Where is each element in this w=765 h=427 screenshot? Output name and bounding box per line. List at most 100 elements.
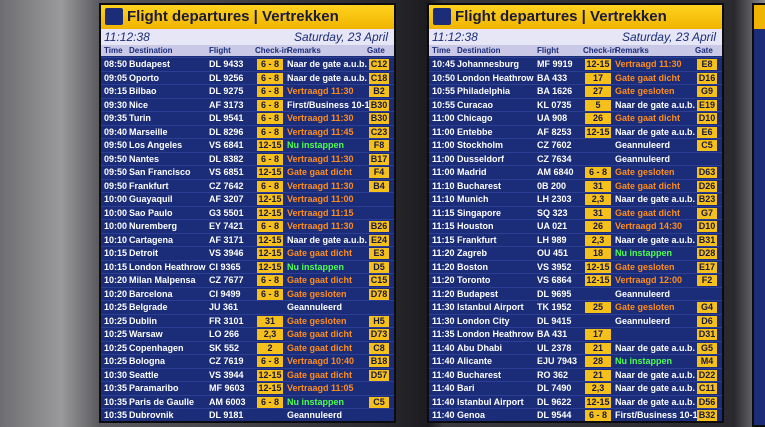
time: 10:15 bbox=[104, 261, 128, 272]
departure-board: Flight departures | Vertrekken 11:12:38 Sa… bbox=[99, 3, 396, 423]
remarks: Gate gesloten bbox=[615, 261, 675, 272]
gate-box: D22 bbox=[697, 369, 717, 381]
gate-box: E17 bbox=[697, 261, 717, 273]
checkin-box: 26 bbox=[585, 113, 611, 124]
checkin-box: 12-15 bbox=[585, 126, 611, 138]
flight: G3 5501 bbox=[209, 207, 244, 218]
remarks: Gate gaat dicht bbox=[287, 329, 353, 339]
time: 10:25 bbox=[104, 329, 128, 339]
flight-row: 08:50 Budapest DL 9433 6 - 8 Naar de gate a.… bbox=[101, 57, 394, 71]
gate-box: D10 bbox=[697, 221, 717, 232]
remarks: Gate gaat dicht bbox=[615, 180, 681, 191]
checkin-box: 26 bbox=[585, 221, 611, 232]
column-header: Remarks bbox=[615, 46, 649, 55]
destination: Bucharest bbox=[457, 369, 502, 380]
remarks: Gate gaat dicht bbox=[287, 369, 353, 380]
remarks: Geannuleerd bbox=[615, 288, 671, 299]
flight: EJU 7943 bbox=[537, 356, 578, 366]
clock-row: 11:12:38 Saturday, 23 April bbox=[429, 29, 722, 45]
checkin-box: 6 - 8 bbox=[257, 153, 283, 165]
gate-box: M4 bbox=[697, 356, 717, 367]
gate-box: D5 bbox=[369, 261, 389, 273]
time: 11:20 bbox=[432, 288, 455, 299]
gate-box: C11 bbox=[697, 383, 717, 394]
checkin-box: 12-15 bbox=[585, 396, 611, 408]
checkin-box: 12-15 bbox=[257, 207, 283, 219]
gate-box: B23 bbox=[697, 194, 717, 205]
column-header: Remarks bbox=[287, 46, 321, 55]
gate-box: C23 bbox=[369, 126, 389, 138]
gate-box: C5 bbox=[697, 140, 717, 151]
checkin-box: 12-15 bbox=[257, 261, 283, 273]
remarks: Vertraagd 11:45 bbox=[287, 126, 354, 137]
flight-row: 10:00 Guayaquil AF 3207 12-15 Vertraagd 11:0… bbox=[101, 192, 394, 206]
time: 09:15 bbox=[104, 86, 128, 96]
remarks: Nu instappen bbox=[615, 248, 673, 258]
flight: BA 431 bbox=[537, 329, 568, 339]
destination: Budapest bbox=[129, 59, 171, 69]
gate-box: C12 bbox=[369, 59, 389, 70]
column-header: Time bbox=[432, 46, 451, 55]
destination: Istanbul Airport bbox=[457, 396, 524, 407]
flight-row: 11:00 Dusseldorf CZ 7634 Geannuleerd bbox=[429, 151, 722, 166]
gate-box: B18 bbox=[369, 356, 389, 367]
time: 10:10 bbox=[104, 234, 128, 245]
flight-row: 10:25 Bologna CZ 7619 6 - 8 Vertraagd 10:40 B… bbox=[101, 354, 394, 368]
time: 09:40 bbox=[104, 126, 128, 137]
clock-row: 11:12:38 Saturday, 23 April bbox=[101, 29, 394, 45]
checkin-box: 2,3 bbox=[585, 234, 611, 246]
time: 10:20 bbox=[104, 288, 128, 299]
flight-row: 09:35 Turin DL 9541 6 - 8 Vertraagd 11:30 B30 bbox=[101, 111, 394, 125]
flight: UA 021 bbox=[537, 221, 568, 231]
remarks: Naar de gate a.u.b. bbox=[615, 99, 696, 110]
date: Saturday, 23 April bbox=[293, 30, 388, 44]
flight: DL 9275 bbox=[209, 86, 244, 96]
destination: Frankfurt bbox=[457, 234, 497, 245]
gate-box: G4 bbox=[697, 302, 717, 313]
flight: LO 266 bbox=[209, 329, 240, 339]
flight: AF 3207 bbox=[209, 194, 244, 204]
flight-row: 11:15 Houston UA 021 26 Vertraagd 14:30 D10 bbox=[429, 219, 722, 233]
destination: Seattle bbox=[129, 369, 159, 380]
remarks: Vertraagd 11:30 bbox=[287, 153, 354, 164]
gate-box: B2 bbox=[369, 86, 389, 97]
checkin-box: 6 - 8 bbox=[257, 288, 283, 300]
remarks: Gate gaat dicht bbox=[287, 167, 353, 177]
board-title: Flight departures | Vertrekken bbox=[127, 8, 339, 25]
flight: DL 9181 bbox=[209, 410, 244, 420]
destination: Toronto bbox=[457, 275, 491, 285]
remarks: Gate gesloten bbox=[615, 167, 675, 177]
column-header: Flight bbox=[209, 46, 231, 55]
remarks: Gate gesloten bbox=[615, 302, 675, 312]
flight: OU 451 bbox=[537, 248, 569, 258]
checkin-box: 31 bbox=[257, 315, 283, 327]
flight-row: 11:10 Bucharest 0B 200 31 Gate gaat dicht D26 bbox=[429, 178, 722, 193]
checkin-box: 6 - 8 bbox=[257, 86, 283, 97]
flight-row: 09:50 Los Angeles VS 6841 12-15 Nu instappen… bbox=[101, 138, 394, 152]
destination: Copenhagen bbox=[129, 342, 184, 353]
flight-row: 10:00 Nuremberg EY 7421 6 - 8 Vertraagd 11:3… bbox=[101, 219, 394, 233]
checkin-box: 6 - 8 bbox=[257, 72, 283, 84]
flight-row: 11:35 London Heathrow BA 431 17 D31 bbox=[429, 327, 722, 341]
checkin-box: 2 bbox=[257, 342, 283, 354]
destination: Sao Paulo bbox=[129, 207, 173, 218]
departure-board: Flight departures | Vertrekken 11:12:38 Sa… bbox=[427, 3, 724, 423]
flight: DL 9433 bbox=[209, 59, 244, 69]
remarks: Geannuleerd bbox=[615, 153, 671, 164]
destination: Genoa bbox=[457, 410, 486, 420]
time: 11:40 bbox=[432, 356, 455, 366]
destination: Detroit bbox=[129, 248, 158, 258]
destination: Entebbe bbox=[457, 126, 493, 137]
destination: Marseille bbox=[129, 126, 168, 137]
time: 09:50 bbox=[104, 153, 128, 164]
gate-box: B30 bbox=[369, 99, 389, 111]
flight: UL 2378 bbox=[537, 342, 572, 353]
flight-row: 10:20 Barcelona CI 9499 6 - 8 Gate gesloten D… bbox=[101, 286, 394, 301]
column-header: Destination bbox=[457, 46, 501, 55]
time: 11:40 bbox=[432, 369, 455, 380]
gate-box: D78 bbox=[369, 288, 389, 300]
checkin-box: 12-15 bbox=[257, 194, 283, 205]
destination: Istanbul Airport bbox=[457, 302, 524, 312]
checkin-box: 12-15 bbox=[585, 261, 611, 273]
destination: Cartagena bbox=[129, 234, 174, 245]
